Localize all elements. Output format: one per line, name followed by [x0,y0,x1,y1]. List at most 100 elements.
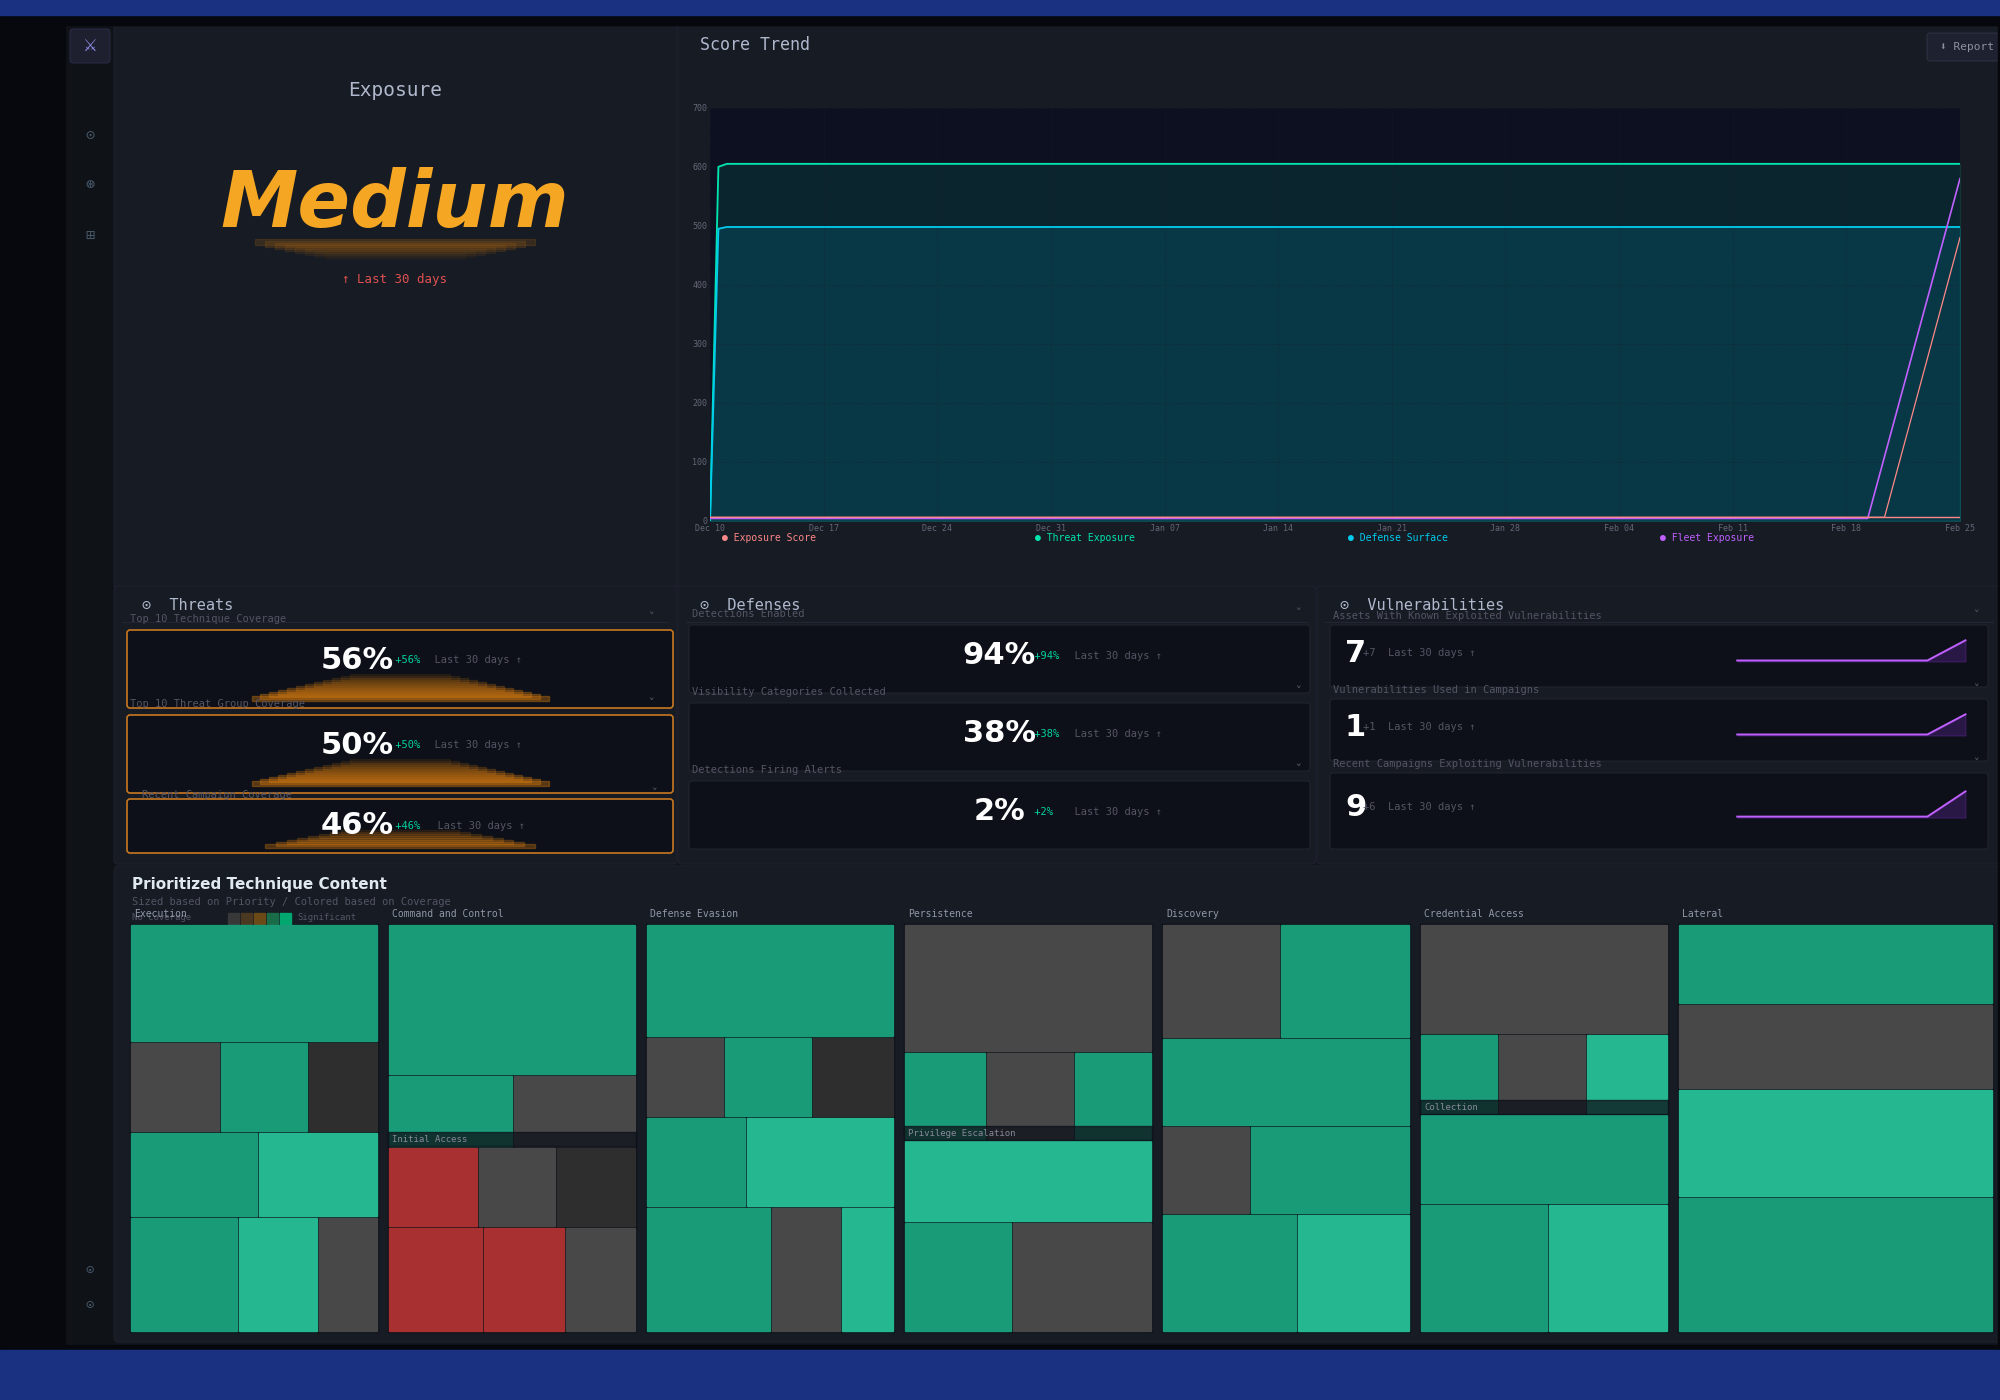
Bar [0,0,2000,13]
Bar [350,759,450,764]
Text: Last 30 days ↑: Last 30 days ↑ [422,655,522,665]
FancyBboxPatch shape [128,799,672,853]
Text: ˇ: ˇ [1294,763,1302,777]
FancyBboxPatch shape [678,587,1316,864]
Bar [648,925,892,1036]
FancyBboxPatch shape [1330,699,1988,762]
Text: ⊙: ⊙ [86,127,94,143]
Text: Last 30 days ↑: Last 30 days ↑ [422,741,522,750]
Bar [316,251,476,258]
Text: ⊙  Defenses: ⊙ Defenses [700,598,800,613]
Text: +94%: +94% [1028,651,1058,661]
Bar [298,839,502,841]
FancyBboxPatch shape [70,29,110,63]
Bar [1420,1205,1548,1331]
Text: Persistence: Persistence [908,909,972,918]
Text: Vulnerabilities Used in Campaigns: Vulnerabilities Used in Campaigns [1332,685,1540,694]
Text: Defense Evasion: Defense Evasion [650,909,738,918]
Text: 2%: 2% [974,798,1026,826]
Bar [322,680,478,685]
Text: ˇ: ˇ [1972,609,1980,623]
Bar [1164,925,1280,1037]
Text: +56%: +56% [388,655,420,665]
Text: Top 10 Threat Group Coverage: Top 10 Threat Group Coverage [130,699,304,708]
FancyBboxPatch shape [1928,34,2000,62]
Bar [132,925,376,1042]
Bar [130,924,378,1331]
Bar [278,690,522,694]
Text: Command and Control: Command and Control [392,909,504,918]
Bar [0,1352,2000,1400]
Bar [904,1126,1152,1140]
Text: 1: 1 [1344,713,1366,742]
FancyBboxPatch shape [1330,624,1988,687]
Bar [904,925,1152,1051]
Bar [132,1218,238,1331]
Text: Prioritized Technique Content: Prioritized Technique Content [132,878,386,893]
Bar [1500,1035,1584,1113]
Bar [304,685,496,689]
Bar [1420,1114,1668,1203]
Text: ● Fleet Exposure: ● Fleet Exposure [1660,532,1754,543]
Bar [1014,1224,1152,1331]
FancyBboxPatch shape [688,624,1310,693]
Bar [556,1148,636,1226]
Text: ⊙  Vulnerabilities: ⊙ Vulnerabilities [1340,598,1504,613]
Bar [648,1037,724,1116]
Text: ⊙  Threats: ⊙ Threats [142,598,234,613]
Text: ⊞: ⊞ [86,227,94,242]
Bar [350,673,450,679]
Bar [308,1043,376,1131]
Text: Credential Access: Credential Access [1424,909,1524,918]
Bar [296,686,504,692]
FancyBboxPatch shape [1330,773,1988,848]
Text: ˇ: ˇ [1294,608,1302,620]
Bar [132,1043,220,1131]
Bar [388,1133,636,1147]
FancyBboxPatch shape [688,703,1310,771]
Bar [340,676,460,680]
Bar [240,1218,316,1331]
FancyBboxPatch shape [1316,587,2000,864]
Bar [314,767,486,771]
Text: ⊙: ⊙ [86,1263,94,1277]
Text: Visibility Categories Collected: Visibility Categories Collected [692,687,886,697]
Bar [252,781,548,785]
Text: ● Threat Exposure: ● Threat Exposure [1036,532,1134,543]
Bar [388,924,636,1331]
Bar [240,913,252,924]
Bar [648,1208,770,1331]
Text: ⊛: ⊛ [86,178,94,192]
Text: +38%: +38% [1028,729,1058,739]
Text: Sized based on Priority / Colored based on Coverage: Sized based on Priority / Colored based … [132,897,450,907]
Bar [276,841,524,846]
Bar [296,771,504,776]
Bar [388,925,636,1074]
Bar [330,832,470,836]
Bar [1164,1215,1296,1331]
Text: Execution: Execution [134,909,186,918]
Bar [324,253,464,259]
Bar [0,1350,2000,1400]
FancyBboxPatch shape [114,21,676,589]
Text: +6  Last 30 days ↑: +6 Last 30 days ↑ [1364,802,1476,812]
Bar [388,1148,478,1226]
Bar [260,1133,376,1217]
Bar [268,913,278,924]
Text: 56%: 56% [320,645,394,675]
Bar [388,1077,512,1147]
Text: Top 10 Technique Coverage: Top 10 Technique Coverage [130,615,286,624]
Bar [270,777,530,783]
Bar [1420,924,1668,1331]
Bar [332,678,468,683]
Bar [812,1037,892,1116]
Text: +1  Last 30 days ↑: +1 Last 30 days ↑ [1364,722,1476,732]
Text: Last 30 days ↑: Last 30 days ↑ [424,820,524,832]
Text: ˇ: ˇ [1972,757,1980,770]
Bar [0,0,2000,15]
Bar [64,20,116,1345]
Text: Initial Access: Initial Access [392,1134,468,1144]
Bar [132,1133,256,1217]
Bar [288,687,512,693]
Bar [1298,1215,1408,1331]
